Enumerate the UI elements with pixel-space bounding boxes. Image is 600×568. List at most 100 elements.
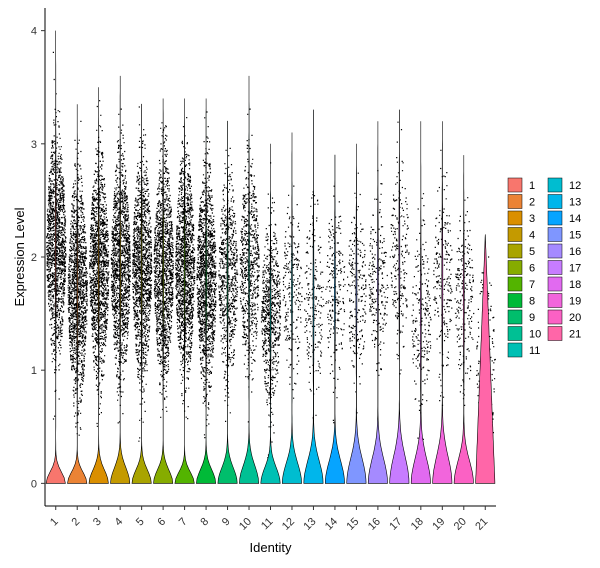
legend-label-11: 11 — [529, 345, 540, 357]
legend-label-5: 5 — [529, 246, 535, 258]
x-tick-label: 18 — [409, 516, 426, 533]
x-tick-label: 13 — [301, 516, 318, 533]
x-tick-label: 12 — [280, 516, 297, 533]
x-tick-label: 21 — [473, 516, 490, 533]
x-tick-label: 1 — [48, 516, 61, 529]
x-axis-title: Identity — [250, 540, 292, 555]
x-tick-label: 11 — [259, 516, 276, 533]
points-9 — [218, 147, 239, 423]
y-tick-label: 2 — [31, 252, 37, 264]
legend-key-5 — [507, 243, 523, 259]
legend-label-6: 6 — [529, 263, 535, 275]
legend-key-9 — [507, 309, 523, 325]
legend-key-13 — [547, 194, 563, 209]
violin-1 — [45, 30, 66, 484]
violin-7 — [174, 98, 195, 484]
legend-key-12 — [547, 177, 563, 193]
x-tick-label: 10 — [237, 516, 254, 533]
violin-16 — [367, 121, 388, 484]
violin-5 — [131, 103, 152, 484]
violin-12 — [281, 132, 302, 484]
legend-key-7 — [507, 276, 523, 292]
x-tick-label: 9 — [220, 516, 233, 529]
violin-20 — [453, 155, 474, 484]
violin-19 — [432, 121, 453, 484]
x-tick-label: 2 — [70, 516, 83, 529]
legend-key-19 — [547, 293, 563, 308]
legend-key-21 — [547, 326, 563, 341]
legend-key-17 — [547, 260, 563, 275]
legend-label-3: 3 — [529, 213, 535, 225]
x-tick-label: 8 — [198, 516, 211, 529]
legend-key-11 — [507, 342, 523, 358]
x-ticks: 1 2 3 4 5 6 7 8 9 10 11 12 13 14 15 16 17 18 19 20 21 — [48, 506, 490, 533]
legend-label-20: 20 — [569, 312, 581, 324]
legend-key-8 — [507, 293, 523, 308]
legend-key-18 — [547, 276, 563, 292]
legend-key-1 — [507, 177, 523, 193]
violin-2 — [67, 104, 88, 484]
legend-label-2: 2 — [529, 197, 535, 209]
violin-3 — [88, 87, 109, 484]
legend-key-15 — [547, 227, 563, 242]
x-tick-label: 19 — [430, 516, 447, 533]
x-tick-label: 16 — [366, 516, 383, 533]
x-tick-label: 20 — [452, 516, 469, 533]
violin-8 — [196, 98, 217, 484]
violin-6 — [153, 98, 174, 484]
legend-key-2 — [507, 194, 523, 209]
violin-13 — [303, 109, 324, 484]
violin-21 — [475, 234, 496, 484]
violin-15 — [346, 143, 367, 484]
legend-label-16: 16 — [569, 246, 581, 258]
legend-label-4: 4 — [529, 230, 535, 242]
legend-key-14 — [547, 210, 563, 226]
violin-17 — [389, 109, 410, 484]
violin-9 — [217, 120, 238, 484]
y-ticks: 0 1 2 3 4 — [31, 26, 45, 490]
violin-4 — [110, 75, 131, 484]
violin-10 — [239, 75, 260, 484]
points-20 — [454, 197, 475, 406]
legend-label-15: 15 — [569, 230, 581, 242]
x-tick-label: 17 — [387, 516, 404, 533]
x-tick-label: 15 — [344, 516, 361, 533]
legend-label-10: 10 — [529, 329, 541, 341]
legend-label-7: 7 — [529, 279, 535, 291]
legend-key-3 — [507, 210, 523, 226]
points-19 — [433, 149, 453, 406]
legend-key-16 — [547, 243, 563, 259]
legend-key-4 — [507, 227, 523, 242]
x-tick-label: 6 — [155, 516, 168, 529]
points-2 — [67, 120, 88, 436]
legend-label-21: 21 — [569, 329, 581, 341]
legend-label-17: 17 — [569, 263, 581, 275]
y-axis-title: Expression Level — [12, 207, 27, 306]
violin-18 — [410, 121, 431, 484]
violin-14 — [324, 154, 345, 484]
y-tick-label: 4 — [31, 26, 37, 38]
x-tick-label: 14 — [323, 516, 340, 533]
legend-key-6 — [507, 260, 523, 275]
violin-11 — [260, 143, 281, 484]
points-18 — [411, 193, 432, 468]
legend-label-12: 12 — [569, 180, 581, 192]
x-tick-label: 3 — [91, 516, 104, 529]
x-tick-label: 4 — [112, 516, 125, 529]
y-tick-label: 3 — [31, 139, 37, 151]
legend-label-14: 14 — [569, 213, 581, 225]
legend-label-8: 8 — [529, 296, 535, 308]
legend-label-19: 19 — [569, 296, 581, 308]
legend-key-20 — [547, 309, 563, 325]
x-tick-label: 7 — [177, 516, 190, 529]
y-tick-label: 1 — [31, 365, 37, 377]
legend-label-13: 13 — [569, 197, 581, 209]
legend-label-18: 18 — [569, 279, 581, 291]
y-tick-label: 0 — [31, 478, 37, 490]
points-15 — [346, 172, 367, 414]
violins-layer — [45, 30, 496, 484]
legend-key-10 — [507, 326, 523, 341]
legend-label-1: 1 — [529, 180, 535, 192]
